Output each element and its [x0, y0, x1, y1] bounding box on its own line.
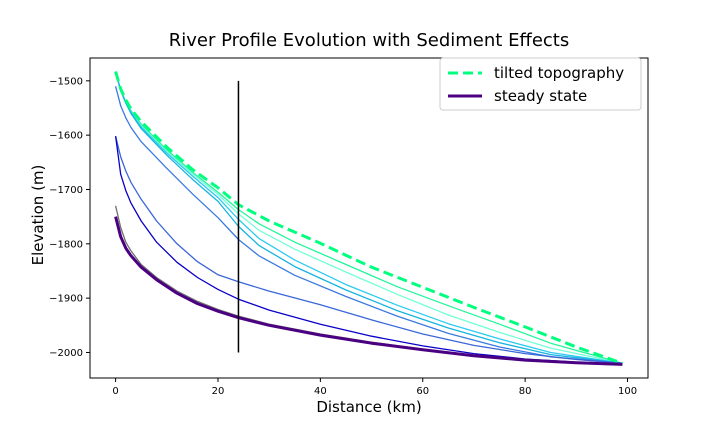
x-tick-label: 60	[416, 386, 429, 397]
y-tick-label: −1700	[49, 185, 83, 196]
legend-label-steady-state: steady state	[494, 87, 587, 105]
x-tick-label: 20	[212, 386, 225, 397]
x-tick-label: 80	[519, 386, 532, 397]
legend-label-tilted-topography: tilted topography	[494, 64, 624, 82]
x-tick-label: 40	[314, 386, 327, 397]
y-tick-label: −1900	[49, 294, 83, 305]
legend: tilted topography steady state	[439, 57, 642, 111]
y-tick-label: −1800	[49, 239, 83, 250]
x-tick-label: 100	[618, 386, 637, 397]
series-layer	[114, 71, 623, 366]
y-tick-label: −1500	[49, 76, 83, 87]
x-axis-label: Distance (km)	[316, 398, 421, 416]
ticks-layer: 0 20 40 60 80 100 −1500 −1600 −1700 −1800 −1900 −20…	[49, 76, 637, 397]
series-line-9	[114, 216, 623, 366]
series-line-6	[114, 136, 623, 364]
chart-title: River Profile Evolution with Sediment Ef…	[169, 30, 570, 51]
series-line-5	[114, 86, 623, 364]
y-tick-label: −2000	[49, 348, 83, 359]
y-axis-label: Elevation (m)	[29, 165, 47, 266]
legend-box	[439, 57, 642, 111]
axes-frame	[89, 57, 649, 379]
series-line-7	[114, 136, 623, 366]
series-line-8	[114, 205, 623, 366]
x-tick-label: 0	[112, 386, 118, 397]
y-tick-label: −1600	[49, 131, 83, 142]
